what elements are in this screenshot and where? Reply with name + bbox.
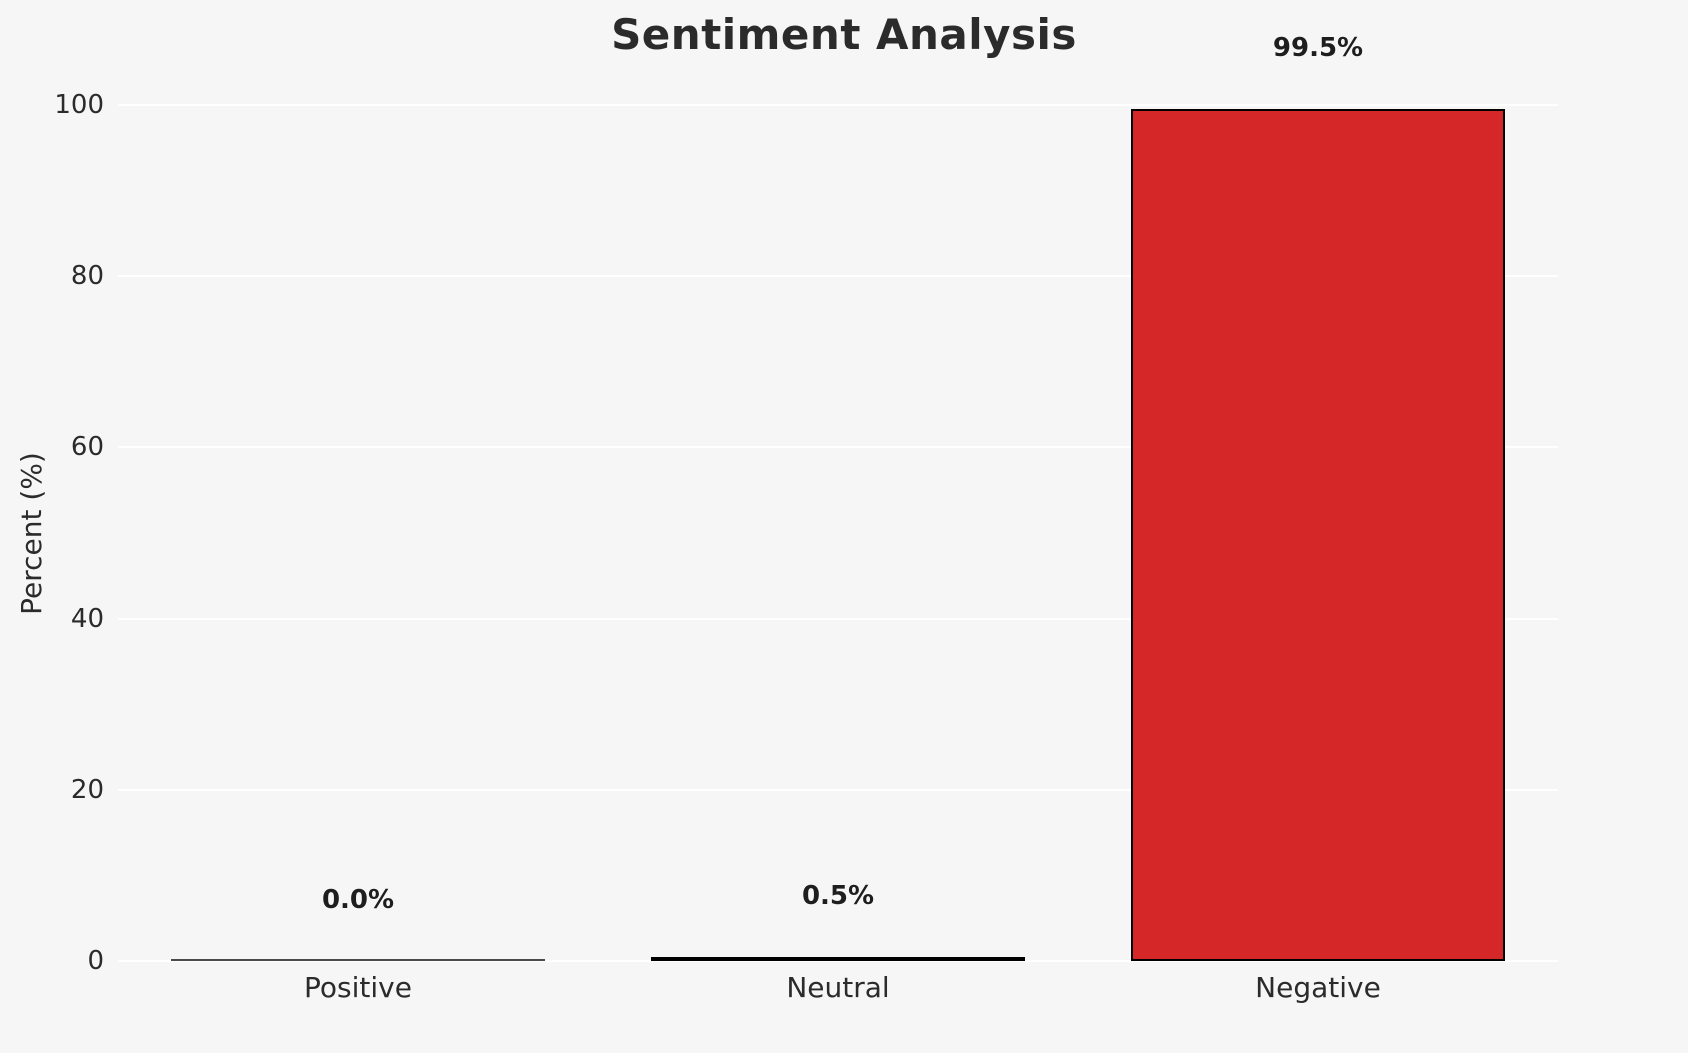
gridline-y-80 [118, 275, 1558, 278]
xtick-label-positive: Positive [304, 971, 412, 1004]
ytick-label-0: 0 [87, 946, 104, 976]
gridline-y-60 [118, 446, 1558, 449]
bar-value-label-positive: 0.0% [321, 885, 395, 915]
bar-neutral [650, 956, 1026, 961]
gridline-y-100 [118, 104, 1558, 106]
ytick-label-40: 40 [70, 603, 104, 634]
bar-negative [1130, 109, 1506, 961]
bar-positive [170, 959, 546, 961]
gridline-y-20 [118, 788, 1558, 791]
bar-value-label-neutral: 0.5% [801, 880, 875, 911]
chart-title: Sentiment Analysis [611, 10, 1077, 59]
ytick-label-60: 60 [70, 432, 104, 463]
plot-area: 0 20 40 60 80 100 0.0% Positive 0.5% Neutral 99.5%… [54, 33, 1558, 1004]
gridline-y-0 [118, 960, 1558, 962]
xtick-label-neutral: Neutral [786, 971, 890, 1004]
y-axis-label: Percent (%) [14, 105, 48, 961]
xtick-label-negative: Negative [1255, 971, 1381, 1004]
ytick-label-100: 100 [54, 90, 104, 120]
ytick-label-80: 80 [70, 261, 104, 292]
ytick-label-20: 20 [70, 774, 104, 805]
bar-value-label-negative: 99.5% [1272, 33, 1364, 64]
y-axis-label-text: Percent (%) [14, 451, 48, 615]
gridline-y-40 [118, 617, 1558, 620]
